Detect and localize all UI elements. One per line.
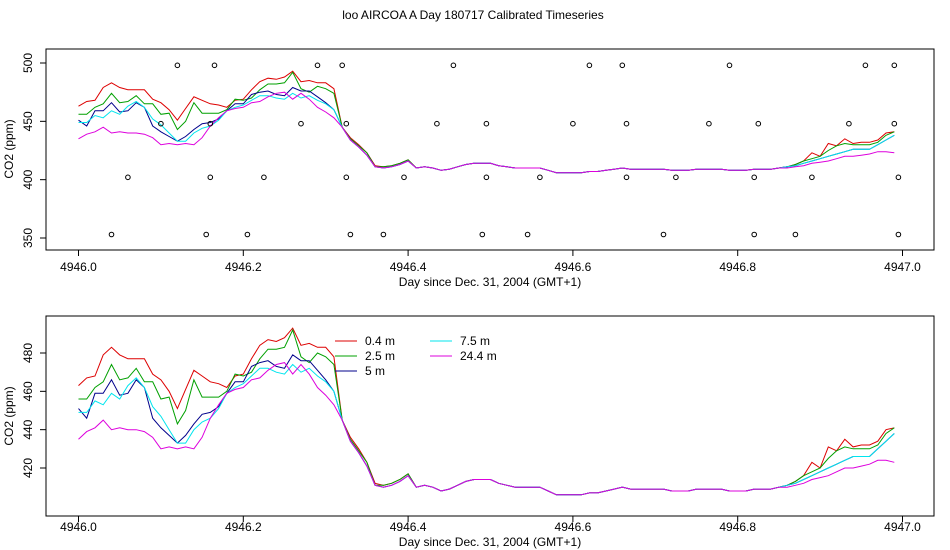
- legend-label-7-5-m: 7.5 m: [460, 334, 490, 348]
- calibration-point: [537, 174, 543, 181]
- calibration-point: [809, 174, 815, 181]
- series-line-24-4-m: [78, 91, 895, 174]
- bottom-x-axis: 4946.0 4946.2 4946.4 4946.6 4946.8 4947.0: [60, 516, 921, 534]
- top-y-axis: 350 400 450 500: [21, 53, 46, 248]
- calibration-point: [891, 120, 898, 127]
- x-tick-label: 4946.0: [60, 260, 97, 274]
- y-tick-label: 440: [21, 419, 35, 439]
- calibration-point: [524, 231, 531, 238]
- calibration-point: [891, 62, 898, 69]
- calibration-point: [623, 120, 630, 127]
- top-x-axis: 4946.0 4946.2 4946.4 4946.6 4946.8 4947.0: [60, 250, 921, 274]
- calibration-point: [862, 62, 869, 69]
- y-tick-label: 480: [21, 343, 35, 363]
- calibration-point: [125, 174, 131, 181]
- calibration-point: [343, 174, 350, 181]
- calibration-point: [483, 174, 490, 181]
- series-line-5-m: [78, 354, 895, 496]
- x-tick-label: 4947.0: [884, 260, 921, 274]
- calibration-point: [401, 174, 407, 181]
- y-tick-label: 420: [21, 458, 35, 478]
- calibration-point: [660, 231, 667, 238]
- calibration-point: [298, 120, 304, 127]
- calibration-point: [751, 231, 758, 238]
- calibration-point: [380, 231, 387, 238]
- top-y-axis-label: CO2 (ppm): [2, 119, 16, 178]
- calibration-point: [174, 62, 181, 69]
- calibration-point: [244, 231, 251, 238]
- top-panel: 4946.0 4946.2 4946.4 4946.6 4946.8 4947.0 350…: [2, 48, 935, 289]
- y-tick-label: 500: [21, 53, 35, 73]
- x-tick-label: 4946.6: [555, 260, 592, 274]
- x-tick-label: 4946.2: [225, 520, 262, 534]
- calibration-point: [586, 62, 593, 69]
- calibration-points: [108, 62, 902, 238]
- calibration-point: [450, 62, 457, 69]
- legend-label-2-5-m: 2.5 m: [365, 349, 395, 363]
- bottom-series-lines: [78, 327, 895, 496]
- calibration-point: [203, 231, 209, 238]
- bottom-panel: 4946.0 4946.2 4946.4 4946.6 4946.8 4947.0 420…: [2, 315, 935, 549]
- calibration-point: [619, 62, 626, 69]
- bottom-y-axis-label: CO2 (ppm): [2, 386, 16, 445]
- x-tick-label: 4946.4: [390, 260, 427, 274]
- calibration-point: [751, 174, 758, 181]
- top-plot-frame: [45, 48, 935, 251]
- calibration-point: [623, 174, 630, 181]
- calibration-point: [347, 231, 354, 238]
- y-tick-label: 350: [21, 228, 35, 248]
- calibration-point: [211, 62, 218, 69]
- x-tick-label: 4946.6: [555, 520, 592, 534]
- y-tick-label: 400: [21, 169, 35, 189]
- legend: 0.4 m2.5 m5 m 7.5 m24.4 m: [335, 334, 497, 378]
- calibration-point: [339, 62, 346, 69]
- series-line-24-4-m: [78, 362, 895, 496]
- series-line-2-5-m: [78, 71, 895, 174]
- figure-title: loo AIRCOA A Day 180717 Calibrated Times…: [342, 8, 603, 22]
- series-line-0-4-m: [78, 70, 895, 174]
- bottom-y-axis: 420 440 460 480: [21, 343, 46, 478]
- series-line-7-5-m: [78, 92, 895, 174]
- series-line-7-5-m: [78, 363, 895, 496]
- x-tick-label: 4947.0: [884, 520, 921, 534]
- calibration-point: [343, 120, 350, 127]
- legend-label-5-m: 5 m: [365, 364, 385, 378]
- calibration-point: [483, 120, 490, 127]
- calibration-point: [108, 231, 115, 238]
- calibration-point: [792, 231, 799, 238]
- calibration-point: [261, 174, 267, 181]
- calibration-point: [895, 174, 902, 181]
- calibration-point: [846, 120, 852, 127]
- x-tick-label: 4946.4: [390, 520, 427, 534]
- calibration-point: [207, 120, 214, 127]
- calibration-point: [570, 120, 576, 127]
- x-tick-label: 4946.8: [719, 520, 756, 534]
- legend-label-0-4-m: 0.4 m: [365, 334, 395, 348]
- calibration-point: [673, 174, 679, 181]
- calibration-point: [434, 120, 440, 127]
- bottom-plot-frame: [45, 315, 935, 517]
- y-tick-label: 460: [21, 381, 35, 401]
- calibration-point: [726, 62, 733, 69]
- x-tick-label: 4946.0: [60, 520, 97, 534]
- calibration-point: [207, 174, 214, 181]
- x-tick-label: 4946.8: [719, 260, 756, 274]
- y-tick-label: 450: [21, 111, 35, 131]
- calibration-point: [755, 120, 762, 127]
- calibration-point: [158, 120, 164, 127]
- legend-label-24-4-m: 24.4 m: [460, 349, 497, 363]
- x-tick-label: 4946.2: [225, 260, 262, 274]
- calibration-point: [479, 231, 486, 238]
- calibration-point: [895, 231, 902, 238]
- calibration-point: [314, 62, 321, 69]
- top-x-axis-label: Day since Dec. 31, 2004 (GMT+1): [399, 275, 581, 289]
- calibration-point: [706, 120, 712, 127]
- bottom-x-axis-label: Day since Dec. 31, 2004 (GMT+1): [399, 535, 581, 549]
- top-series-lines: [78, 70, 895, 174]
